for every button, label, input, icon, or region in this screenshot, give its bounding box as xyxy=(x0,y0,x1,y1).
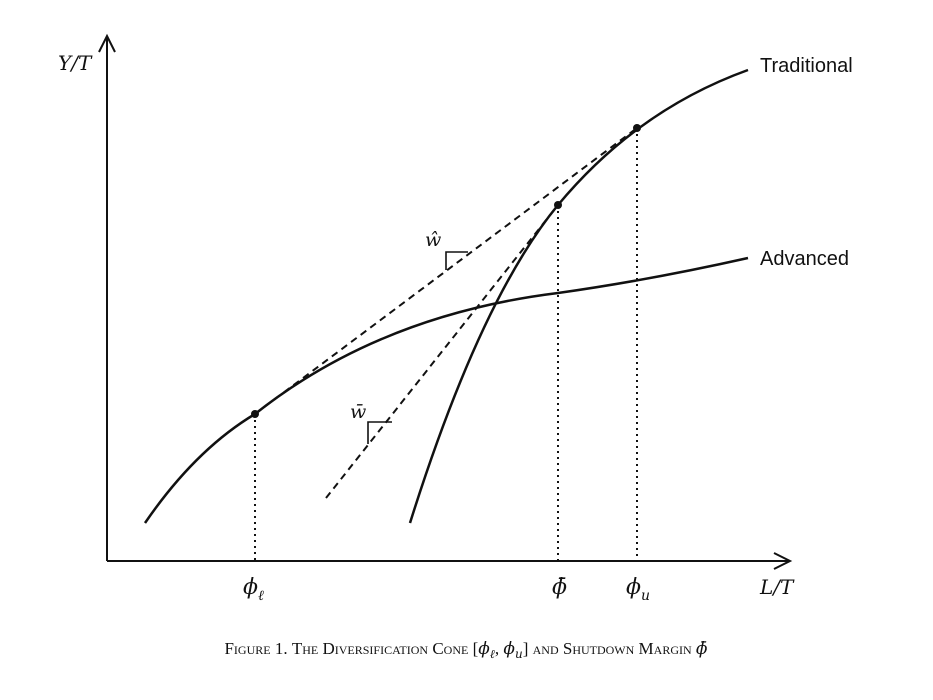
phi-u-tick-label: ϕu xyxy=(626,575,650,604)
w-bar-slope-marker xyxy=(367,421,392,444)
w-hat-label: ŵ xyxy=(425,229,441,251)
x-axis-label: L/T xyxy=(759,575,795,599)
phi-u-subscript: u xyxy=(641,588,650,604)
axes xyxy=(98,33,793,570)
y-axis-label: Y/T xyxy=(58,51,93,75)
phi-u-point xyxy=(633,124,641,132)
phi-bar-tick-label: ϕ̄ xyxy=(552,575,567,600)
phi-bar-point xyxy=(554,201,562,209)
traditional-curve xyxy=(408,68,749,524)
w-bar-tangent-line xyxy=(325,204,559,499)
w-hat-slope-marker xyxy=(445,251,468,270)
caption-figure-number: Figure 1. xyxy=(224,639,287,658)
traditional-label: Traditional xyxy=(760,55,853,77)
w-hat-tangent-line xyxy=(254,127,638,415)
phi-l-tick-label: ϕℓ xyxy=(243,575,264,604)
advanced-curve xyxy=(143,256,749,524)
y-axis-arrowhead xyxy=(98,33,116,53)
guides xyxy=(254,128,638,560)
phi-l-subscript: ℓ xyxy=(258,588,264,604)
x-axis-arrowhead xyxy=(773,552,793,570)
figure-caption: Figure 1. The Diversification Cone [ϕℓ, … xyxy=(224,639,707,661)
phi-l-point xyxy=(251,410,259,418)
caption-rest: Shutdown Margin xyxy=(563,639,692,658)
advanced-label: Advanced xyxy=(760,248,849,270)
w-bar-label: w̄ xyxy=(350,401,366,423)
caption-title: The Diversification Cone xyxy=(292,639,469,658)
caption-and: and xyxy=(533,639,559,658)
